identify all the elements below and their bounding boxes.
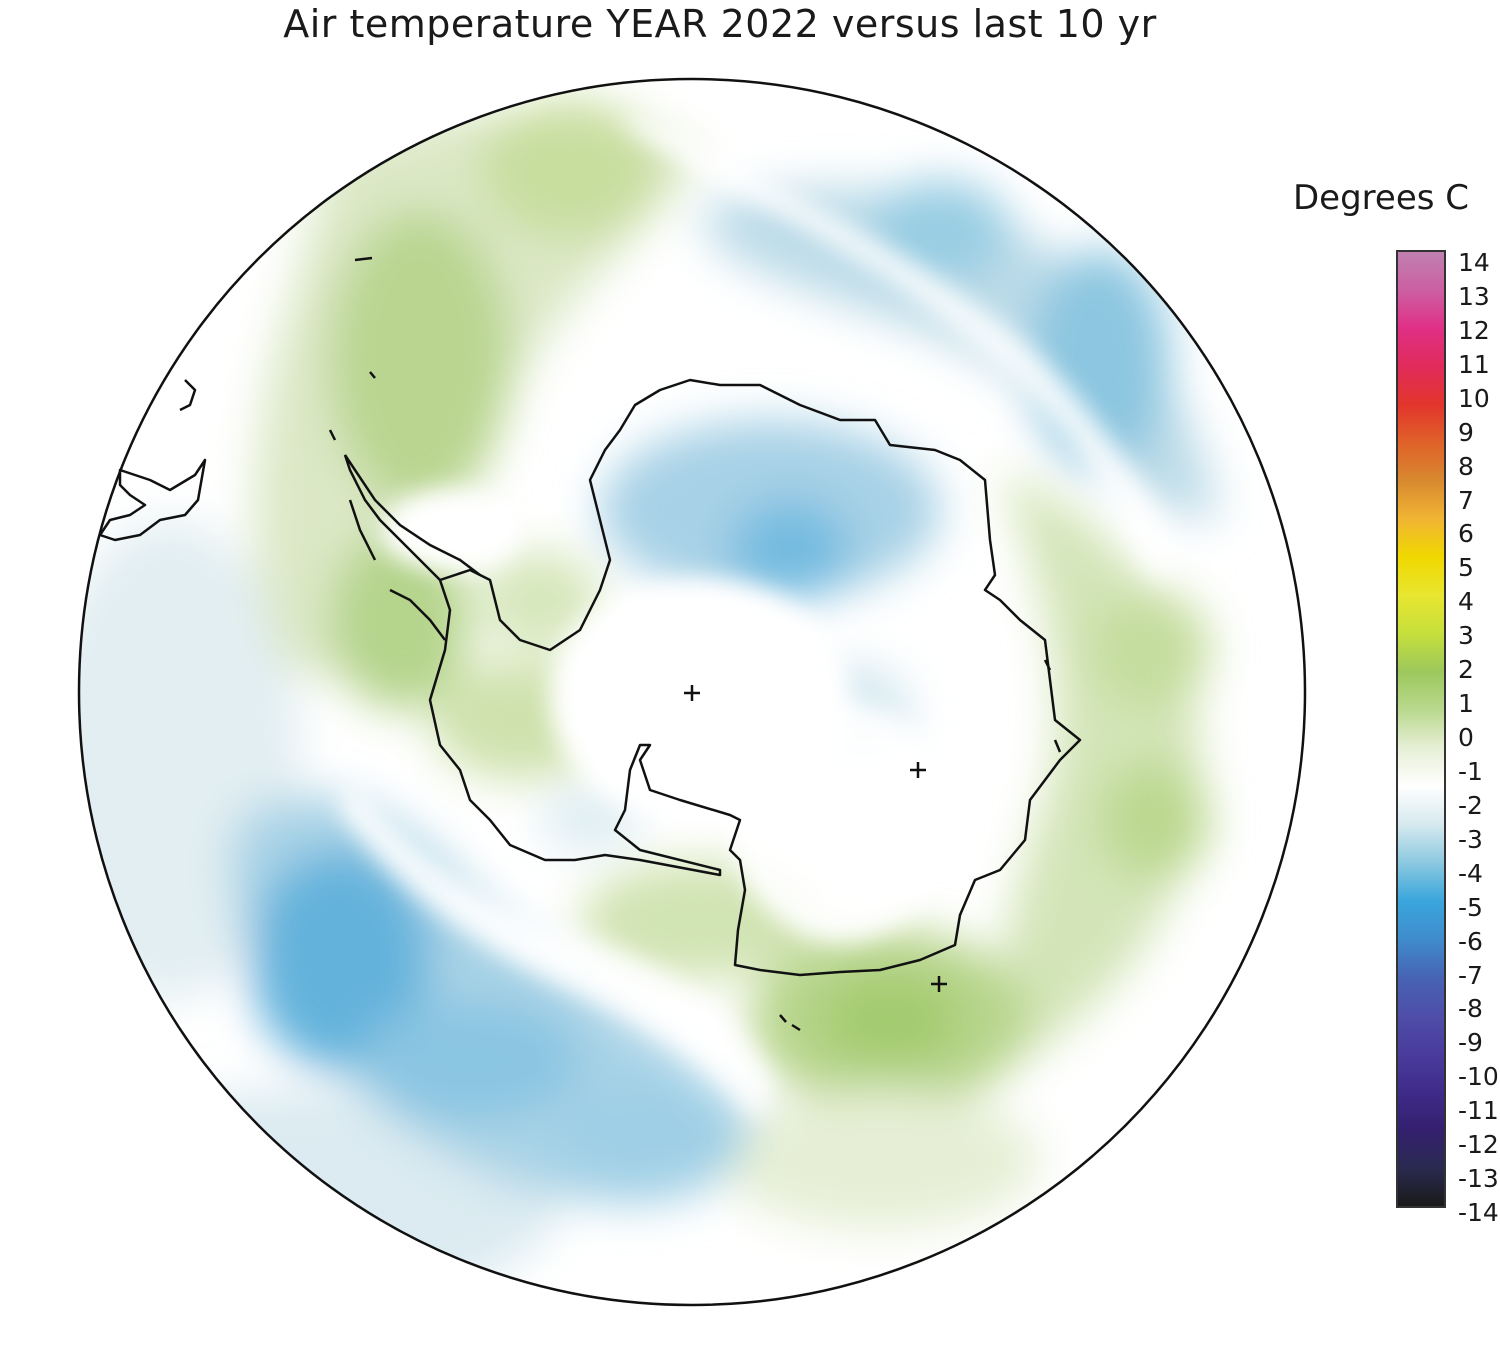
colorbar-tick-label: 6 — [1458, 519, 1474, 549]
colorbar-tick-label: 4 — [1458, 587, 1474, 617]
colorbar-tick-label: -10 — [1458, 1062, 1499, 1092]
colorbar-tick-label: 5 — [1458, 553, 1474, 583]
colorbar-tick-label: -6 — [1458, 926, 1483, 956]
colorbar-tick-label: -14 — [1458, 1198, 1499, 1227]
antarctic-peninsula-coastline — [343, 454, 481, 581]
colorbar — [1396, 250, 1446, 1208]
colorbar-tick-label: 10 — [1458, 383, 1490, 413]
colorbar-tick-label: 1 — [1458, 689, 1474, 719]
colorbar-tick-label: -1 — [1458, 756, 1483, 786]
colorbar-tick-label: 14 — [1458, 248, 1490, 277]
anomaly-field — [79, 79, 1305, 1305]
colorbar-tick-label: -12 — [1458, 1130, 1499, 1160]
antarctica-coastline — [428, 378, 1082, 977]
colorbar-tick-label: -8 — [1458, 994, 1483, 1024]
peninsula-islands — [328, 256, 446, 641]
colorbar-tick-label: 13 — [1458, 281, 1490, 311]
colorbar-tick-label: 12 — [1458, 315, 1490, 345]
colorbar-tick-label: -11 — [1458, 1096, 1499, 1126]
colorbar-tick-label: 11 — [1458, 349, 1490, 379]
colorbar-tick-label: -9 — [1458, 1028, 1483, 1058]
colorbar-tick-label: 8 — [1458, 451, 1474, 481]
station-marker-east — [910, 762, 926, 778]
polar-map — [77, 77, 1307, 1307]
station-marker-coast — [931, 976, 947, 992]
colorbar-tick-label: 0 — [1458, 723, 1474, 752]
colorbar-tick-label: 2 — [1458, 655, 1474, 685]
sub-antarctic-islands — [779, 659, 1062, 1032]
colorbar-tick-label: -2 — [1458, 790, 1483, 820]
colorbar-tick-label: 9 — [1458, 417, 1474, 447]
map-title: Air temperature YEAR 2022 versus last 10… — [283, 2, 1157, 46]
colorbar-tick-label: -3 — [1458, 824, 1483, 854]
legend-title: Degrees C — [1293, 178, 1470, 218]
south-america-tip — [98, 379, 207, 542]
map-boundary — [77, 77, 1307, 1307]
colorbar-tick-label: -7 — [1458, 960, 1483, 990]
colorbar-tick-label: 7 — [1458, 485, 1474, 515]
colorbar-tick-label: 3 — [1458, 621, 1474, 651]
station-markers — [684, 685, 947, 992]
station-marker-pole — [684, 685, 700, 701]
colorbar-tick-label: -4 — [1458, 858, 1483, 888]
colorbar-tick-label: -5 — [1458, 892, 1483, 922]
colorbar-tick-label: -13 — [1458, 1164, 1499, 1194]
